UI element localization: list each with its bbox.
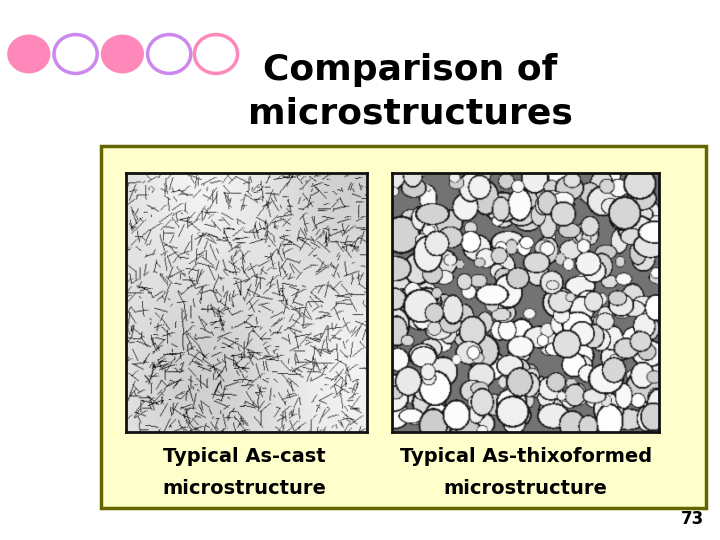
Text: microstructures: microstructures <box>248 97 573 130</box>
Ellipse shape <box>101 35 144 73</box>
Text: Typical As-cast: Typical As-cast <box>163 447 326 466</box>
Text: 73: 73 <box>681 510 704 528</box>
FancyBboxPatch shape <box>101 146 706 508</box>
Ellipse shape <box>7 35 50 73</box>
Text: Comparison of: Comparison of <box>264 53 557 87</box>
Text: Typical As-thixoformed: Typical As-thixoformed <box>400 447 652 466</box>
Text: microstructure: microstructure <box>163 479 327 498</box>
Text: microstructure: microstructure <box>444 479 608 498</box>
